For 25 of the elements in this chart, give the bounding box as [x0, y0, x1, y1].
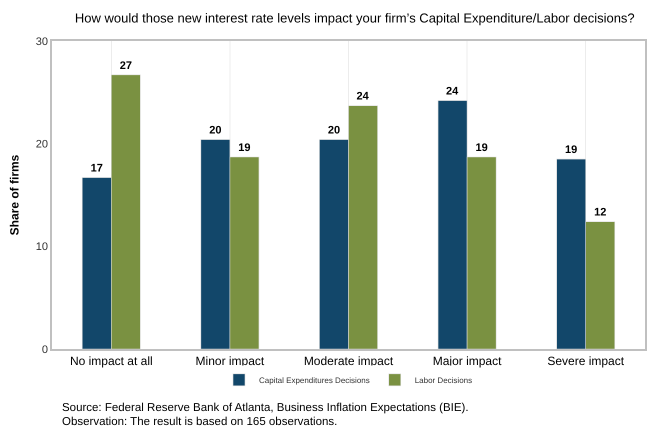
data-label: 17 [90, 162, 103, 175]
text: Observation: The result is based on 165 observations. [62, 416, 338, 428]
legend-label: Labor Decisions [414, 376, 472, 385]
data-label: 12 [594, 206, 606, 219]
data-label: 24 [446, 86, 460, 98]
y-tick-label: 20 [36, 138, 48, 151]
y-tick-label: 30 [36, 36, 48, 48]
data-label: 19 [238, 142, 251, 154]
y-tick-label: 10 [36, 241, 48, 254]
data-label: 24 [356, 90, 370, 103]
legend-label: Capital Expenditures Decisions [259, 376, 370, 385]
chart-title: How would those new interest rate levels impact your firm’s Capital Expenditure/Labor decisions? [74, 10, 635, 26]
data-label: 19 [476, 142, 488, 154]
data-label: 20 [328, 124, 340, 137]
y-tick-label: 0 [42, 344, 48, 356]
x-tick-label: Severe impact [547, 354, 625, 368]
y-axis-title: Share of firms [8, 154, 22, 236]
x-tick-label: Moderate impact [304, 354, 394, 368]
data-label: 19 [565, 144, 578, 156]
source-note: Source: Federal Reserve Bank of Atlanta, Business Inflation Expectations (BIE). [62, 402, 469, 414]
x-tick-label: Major impact [432, 354, 502, 368]
data-label: 20 [209, 124, 222, 137]
data-label: 27 [120, 60, 132, 72]
x-tick-label: Minor impact [196, 354, 265, 368]
x-tick-label: No impact at all [70, 354, 153, 368]
